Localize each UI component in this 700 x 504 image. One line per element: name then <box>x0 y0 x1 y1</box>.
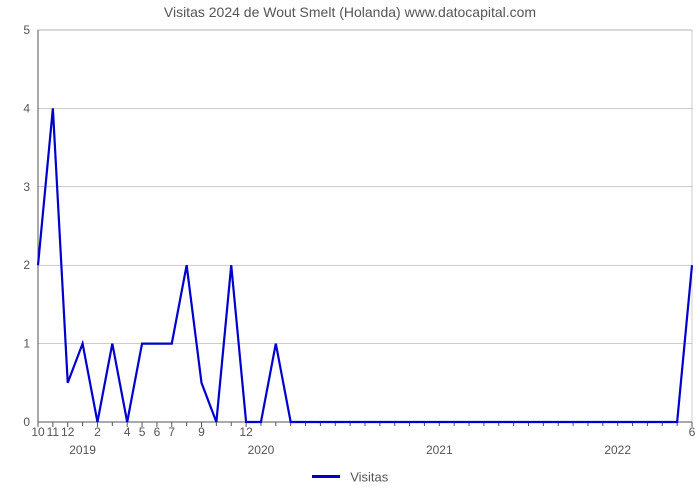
y-tick-label: 4 <box>23 101 30 115</box>
y-tick-label: 5 <box>23 23 30 37</box>
y-tick-label: 2 <box>23 258 30 272</box>
legend-swatch <box>312 475 340 478</box>
x-year-label: 2022 <box>604 443 631 457</box>
x-year-label: 2020 <box>248 443 275 457</box>
x-month-label: 5 <box>139 425 146 439</box>
x-month-label: 11 <box>47 425 60 439</box>
x-month-label: 10 <box>31 425 45 439</box>
x-month-label: 6 <box>154 425 161 439</box>
x-month-label: 9 <box>198 425 205 439</box>
chart-title: Visitas 2024 de Wout Smelt (Holanda) www… <box>0 4 700 20</box>
x-month-label: 2 <box>94 425 101 439</box>
legend-label: Visitas <box>350 469 388 484</box>
x-month-label: 12 <box>61 425 75 439</box>
x-month-label: 4 <box>124 425 131 439</box>
x-year-label: 2019 <box>69 443 96 457</box>
legend: Visitas <box>0 468 700 486</box>
x-month-label: 7 <box>168 425 175 439</box>
x-month-label: 12 <box>239 425 253 439</box>
x-month-label: 6 <box>689 425 696 439</box>
y-tick-label: 3 <box>23 180 30 194</box>
line-chart: 0123451011122456791262019202020212022 <box>0 22 700 462</box>
y-tick-label: 0 <box>23 415 30 429</box>
y-tick-label: 1 <box>23 337 30 351</box>
x-year-label: 2021 <box>426 443 453 457</box>
plot-frame <box>38 30 692 422</box>
chart-svg: 0123451011122456791262019202020212022 <box>0 22 700 462</box>
